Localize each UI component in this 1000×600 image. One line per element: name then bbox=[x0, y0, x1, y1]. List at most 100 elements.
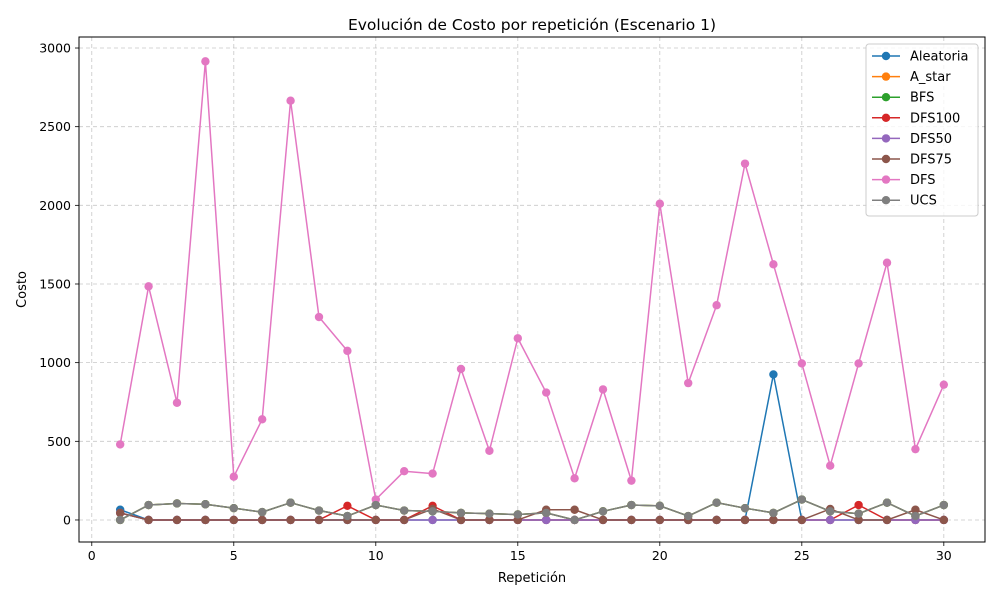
legend-item: DFS50 bbox=[872, 132, 952, 147]
data-point bbox=[570, 515, 579, 525]
y-tick-label: 3000 bbox=[39, 41, 71, 56]
data-point bbox=[854, 509, 863, 518]
legend-label: BFS bbox=[910, 91, 934, 106]
data-point bbox=[314, 515, 324, 525]
data-point bbox=[769, 260, 778, 269]
data-point bbox=[428, 469, 437, 478]
data-point bbox=[627, 500, 636, 510]
legend-label: UCS bbox=[910, 194, 937, 209]
data-point bbox=[655, 501, 665, 511]
data-point bbox=[854, 359, 863, 368]
legend-label: DFS75 bbox=[910, 153, 952, 168]
data-point bbox=[797, 515, 807, 525]
legend-item: A_star bbox=[872, 70, 951, 85]
data-point bbox=[655, 515, 665, 525]
data-point bbox=[485, 515, 494, 525]
data-point bbox=[257, 415, 267, 424]
legend-item: DFS bbox=[872, 173, 936, 188]
data-point bbox=[684, 378, 693, 388]
data-point bbox=[911, 505, 920, 514]
data-point bbox=[797, 495, 807, 504]
x-tick-label: 10 bbox=[368, 548, 384, 563]
data-point bbox=[144, 500, 153, 510]
series-dfs75 bbox=[115, 504, 949, 525]
data-point bbox=[371, 500, 380, 510]
series-layer bbox=[115, 57, 949, 525]
data-point bbox=[939, 500, 949, 510]
data-point bbox=[343, 346, 352, 356]
data-point bbox=[542, 388, 551, 397]
data-point bbox=[854, 500, 863, 510]
legend-marker bbox=[881, 113, 891, 123]
data-point bbox=[627, 476, 636, 485]
y-tick-label: 500 bbox=[47, 434, 71, 449]
legend-box bbox=[865, 43, 979, 217]
data-point bbox=[740, 503, 750, 513]
data-point bbox=[939, 380, 949, 389]
data-point bbox=[542, 515, 551, 525]
data-point bbox=[144, 282, 153, 291]
data-point bbox=[314, 506, 324, 515]
data-point bbox=[399, 515, 409, 525]
plot-frame bbox=[78, 36, 986, 543]
data-point bbox=[570, 474, 579, 483]
data-point bbox=[740, 515, 750, 525]
y-tick-label: 1500 bbox=[39, 276, 71, 291]
data-point bbox=[456, 515, 466, 525]
legend-label: DFS100 bbox=[910, 111, 960, 126]
data-point bbox=[428, 515, 437, 525]
data-point bbox=[939, 515, 949, 525]
data-point bbox=[115, 440, 125, 449]
legend-item: BFS bbox=[872, 91, 934, 106]
data-point bbox=[513, 334, 522, 343]
data-point bbox=[769, 370, 778, 379]
data-point bbox=[286, 498, 295, 507]
series-ucs bbox=[115, 495, 949, 525]
legend-marker bbox=[881, 93, 891, 102]
data-point bbox=[627, 515, 636, 525]
data-point bbox=[513, 510, 522, 519]
data-point bbox=[286, 96, 295, 105]
data-point bbox=[343, 501, 352, 511]
legend-marker bbox=[881, 175, 891, 184]
data-point bbox=[712, 515, 721, 525]
data-point bbox=[229, 503, 238, 513]
data-point bbox=[399, 506, 409, 515]
legend-marker bbox=[881, 154, 891, 164]
data-point bbox=[201, 500, 210, 509]
data-point bbox=[769, 508, 778, 518]
legend-item: UCS bbox=[872, 194, 937, 209]
x-tick-label: 25 bbox=[794, 548, 810, 563]
plot-area: 0 5 10 15 20 25 30 0 500 1000 1500 2000 2500 3000 bbox=[39, 36, 986, 563]
x-tick-label: 30 bbox=[936, 548, 952, 563]
legend-marker bbox=[881, 72, 891, 81]
data-point bbox=[826, 515, 835, 525]
data-point bbox=[201, 515, 210, 525]
data-point bbox=[712, 498, 721, 507]
data-point bbox=[485, 446, 494, 455]
chart-title: Evolución de Costo por repetición (Escen… bbox=[348, 16, 716, 34]
data-point bbox=[428, 507, 437, 516]
x-tick-label: 20 bbox=[652, 548, 668, 563]
data-point bbox=[201, 57, 210, 66]
x-tick-label: 15 bbox=[510, 548, 526, 563]
legend-label: DFS50 bbox=[910, 132, 952, 147]
data-point bbox=[854, 515, 863, 525]
legend-label: A_star bbox=[910, 70, 951, 85]
data-point bbox=[598, 385, 608, 394]
data-point bbox=[172, 398, 182, 407]
data-point bbox=[257, 515, 267, 525]
data-point bbox=[115, 508, 125, 518]
legend-marker bbox=[881, 51, 891, 61]
data-point bbox=[882, 258, 892, 267]
data-point bbox=[684, 511, 693, 521]
data-point bbox=[456, 508, 466, 518]
legend-marker bbox=[881, 134, 891, 143]
legend: Aleatoria A_star BFS DFS100 DFS50 DFS75 DFS UCS bbox=[865, 43, 979, 217]
data-point bbox=[144, 515, 153, 525]
y-axis-title: Costo bbox=[15, 271, 30, 308]
data-point bbox=[456, 364, 466, 374]
y-tick-label: 2000 bbox=[39, 198, 71, 213]
